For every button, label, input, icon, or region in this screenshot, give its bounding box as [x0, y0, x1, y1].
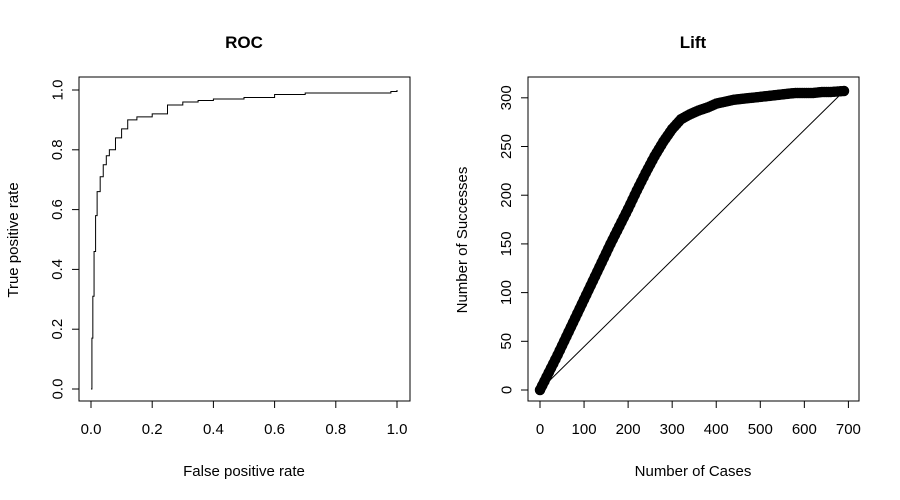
lift-y-tick-label: 200	[498, 183, 515, 208]
roc-x-tick-label: 0.4	[203, 421, 224, 438]
lift-y-axis: 0 50 100 150 200 250 300	[498, 85, 528, 394]
lift-model-point	[832, 86, 843, 97]
lift-y-tick-label: 300	[498, 85, 515, 110]
lift-x-tick-label: 200	[616, 421, 641, 438]
lift-model-point	[828, 86, 840, 97]
lift-model-point	[838, 85, 850, 97]
roc-y-tick-label: 0.6	[49, 199, 66, 220]
roc-y-tick-label: 0.8	[49, 139, 66, 160]
roc-y-tick-label: 0.4	[49, 259, 66, 280]
roc-x-tick-label: 0.0	[81, 421, 102, 438]
lift-x-axis: 0 100 200 300 400 500 600 700	[536, 401, 861, 438]
roc-x-tick-label: 1.0	[387, 421, 408, 438]
lift-x-axis-label: Number of Cases	[635, 463, 752, 480]
roc-y-tick-label: 1.0	[49, 80, 66, 101]
lift-y-tick-label: 50	[498, 333, 515, 350]
lift-x-tick-label: 300	[660, 421, 685, 438]
lift-model-point	[835, 85, 846, 97]
lift-x-tick-label: 700	[836, 421, 861, 438]
lift-title: Lift	[680, 33, 707, 52]
lift-x-tick-label: 500	[748, 421, 773, 438]
roc-title: ROC	[225, 33, 263, 52]
roc-panel: ROC False positive rate True positive ra…	[5, 33, 411, 480]
roc-y-axis-label: True positive rate	[5, 182, 22, 297]
roc-x-axis: 0.0 0.2 0.4 0.6 0.8 1.0	[81, 401, 408, 438]
roc-y-axis: 0.0 0.2 0.4 0.6 0.8 1.0	[49, 80, 79, 400]
lift-series-group	[534, 85, 850, 396]
lift-y-tick-label: 0	[498, 386, 515, 394]
lift-panel: Lift Number of Cases Number of Successes…	[454, 33, 861, 480]
roc-y-tick-label: 0.2	[49, 319, 66, 340]
lift-x-tick-label: 0	[536, 421, 544, 438]
roc-x-tick-label: 0.8	[325, 421, 346, 438]
lift-y-tick-label: 150	[498, 231, 515, 256]
lift-y-axis-label: Number of Successes	[454, 167, 471, 314]
lift-x-tick-label: 600	[792, 421, 817, 438]
lift-model-point	[825, 86, 837, 98]
roc-x-tick-label: 0.2	[142, 421, 163, 438]
lift-y-tick-label: 100	[498, 280, 515, 305]
lift-x-tick-label: 100	[572, 421, 597, 438]
lift-plot-frame	[527, 76, 860, 402]
lift-y-tick-label: 250	[498, 134, 515, 159]
lift-random-line	[539, 90, 845, 391]
roc-plot-frame	[78, 76, 411, 402]
roc-x-tick-label: 0.6	[264, 421, 285, 438]
roc-series-group	[91, 90, 398, 390]
lift-x-tick-label: 400	[704, 421, 729, 438]
roc-y-tick-label: 0.0	[49, 379, 66, 400]
roc-curve-line	[91, 90, 398, 390]
roc-x-axis-label: False positive rate	[183, 463, 305, 480]
